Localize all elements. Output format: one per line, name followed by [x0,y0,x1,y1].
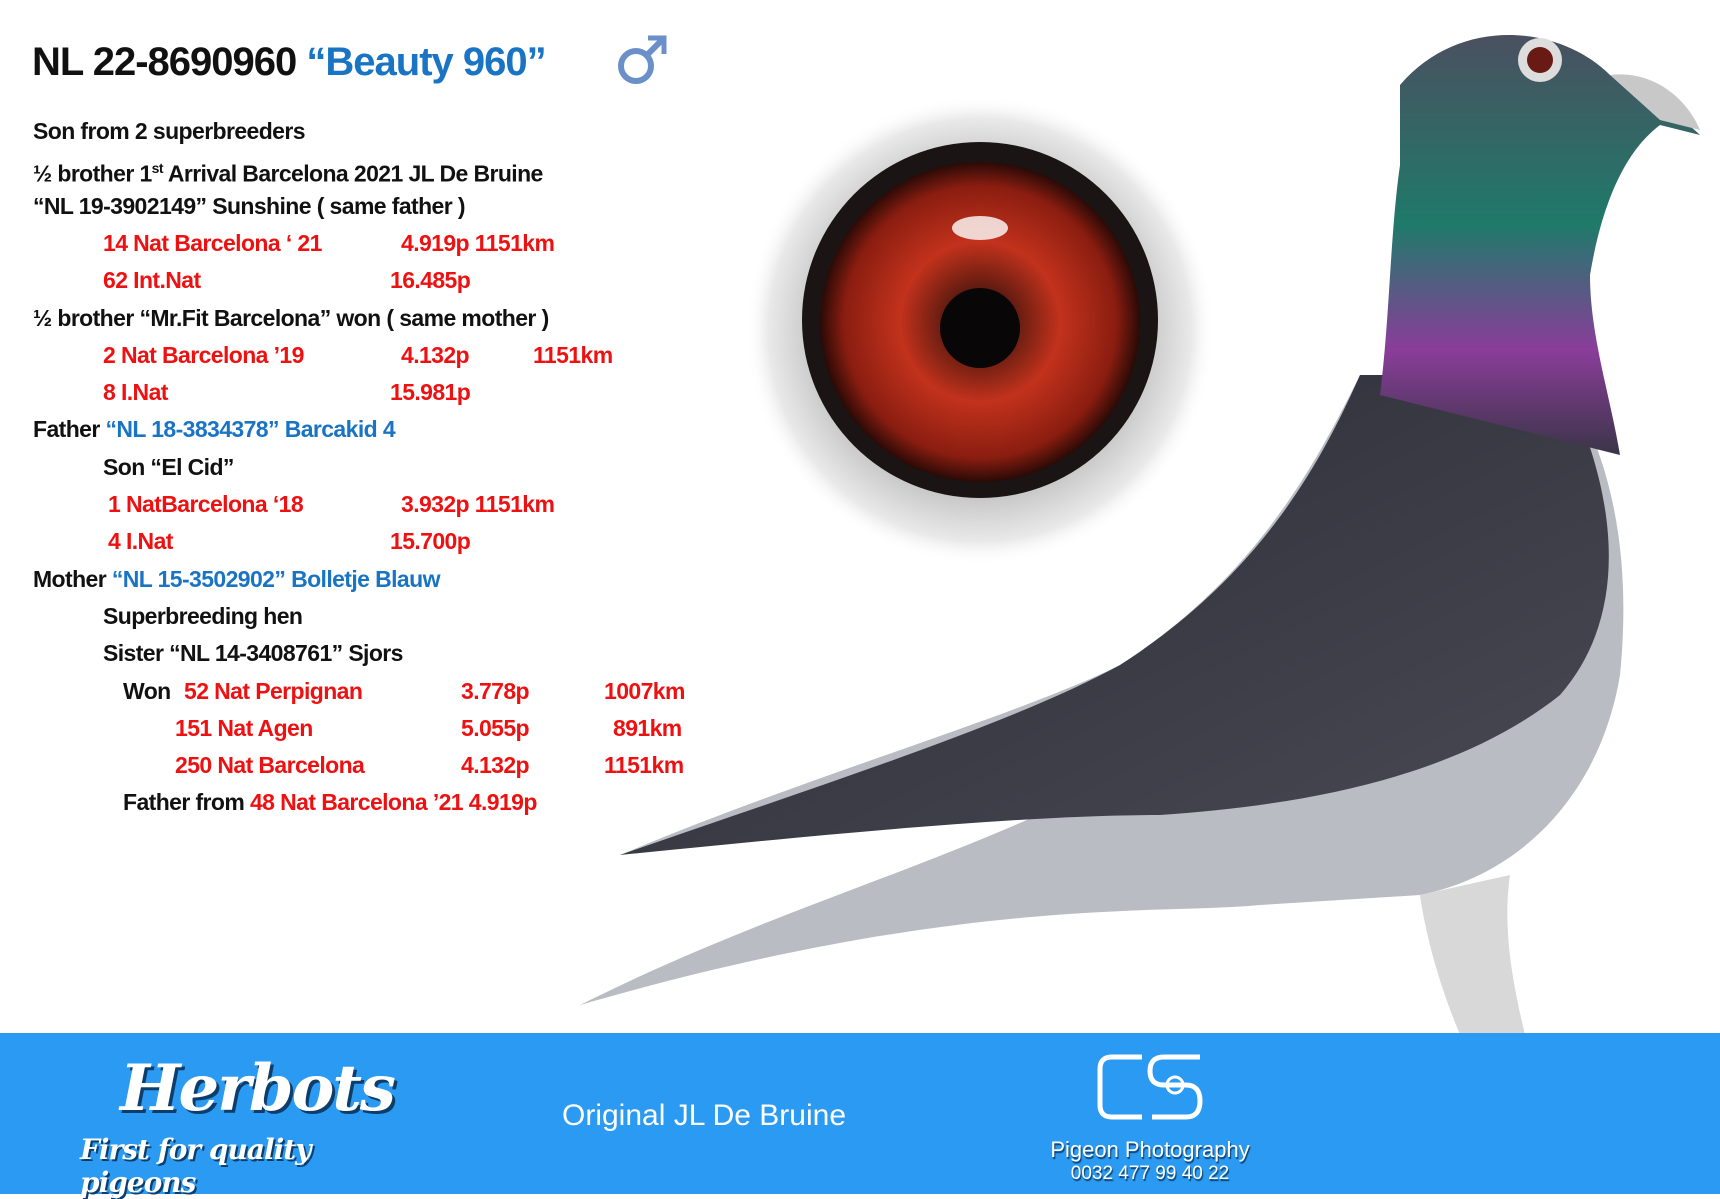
pedigree-line: Mother “NL 15-3502902” Bolletje Blauw [33,565,440,593]
pedigree-text-segment: 62 Int.Nat [103,267,201,294]
pedigree-text-segment: 2 Nat Barcelona ’19 [103,341,304,368]
pedigree-text-segment: Superbreeding hen [103,602,303,629]
pedigree-text-segment: Son “El Cid” [103,453,234,480]
pedigree-text-segment: 4.132p [401,341,470,368]
pedigree-text-segment: 250 Nat Barcelona [175,752,365,779]
footer-banner: Herbots First for quality pigeons Origin… [0,1033,1720,1199]
pedigree-text-segment: 4.919p 1151km [401,229,555,256]
ring-number: NL 22-8690960 [32,40,297,84]
pedigree-text-segment: 151 Nat Agen [175,714,313,741]
cs-logo-icon [1097,1054,1203,1120]
pedigree-text-segment: 1 NatBarcelona ‘18 [108,491,304,517]
pigeon-title: NL 22-8690960 “Beauty 960” [32,40,547,85]
pedigree-text-segment: “NL 18-3834378” Barcakid 4 [105,416,396,443]
pedigree-line: Father “NL 18-3834378” Barcakid 4 [33,415,396,443]
pedigree-line: ½ brother 1st Arrival Barcelona 2021 JL … [33,154,543,188]
pedigree-text-segment: 48 Nat Barcelona ’21 4.919p [249,789,537,816]
pedigree-text-segment: Father from [123,789,250,816]
pedigree-text-segment: “NL 15-3502902” Bolletje Blauw [111,565,441,592]
photographer-phone: 0032 477 99 40 22 [1070,1163,1230,1184]
pedigree-text-segment: Father [33,416,106,443]
pedigree-text-segment: 5.055p [461,714,530,741]
pedigree-text-segment: Arrival Barcelona 2021 JL De Bruine [162,160,543,187]
herbots-logo: Herbots First for quality pigeons [80,1051,420,1199]
pedigree-text-segment: 14 Nat Barcelona ‘ 21 [103,229,322,256]
pedigree-text-segment: 8 I.Nat [103,379,168,406]
pedigree-text-segment: st [151,160,164,177]
pedigree-text-segment: 15.700p [390,528,471,555]
pedigree-text-segment: 52 Nat Perpignan [184,677,363,704]
pedigree-text-segment: ½ brother “Mr.Fit Barcelona” won ( same … [33,304,549,331]
pedigree-text-segment: Son from 2 superbreeders [33,118,306,144]
pedigree-text-segment: Sister “NL 14-3408761” Sjors [103,640,403,667]
pedigree-text-segment: Mother [33,565,112,592]
brand-tagline: First for quality pigeons [80,1133,312,1199]
pigeon-photo [580,35,1700,1155]
pedigree-text-segment: Won [123,677,171,704]
pedigree-line: Father from 48 Nat Barcelona ’21 4.919p [123,788,537,816]
pedigree-text-segment: 4.132p [461,752,530,779]
pedigree-text-segment: 4 I.Nat [108,528,173,555]
pedigree-text-segment: 16.485p [390,267,471,294]
male-symbol-icon [618,35,667,84]
pedigree-text-segment: 1007km [604,677,685,704]
photographer-logo: Pigeon Photography 0032 477 99 40 22 [1030,1043,1270,1193]
pedigree-text-segment: 3.932p 1151km [401,491,555,517]
pedigree-text-segment: 1151km [604,752,684,779]
photographer-label: Pigeon Photography [1050,1137,1250,1162]
pigeon-name: “Beauty 960” [306,40,546,84]
origin-text: Original JL De Bruine [562,1099,847,1132]
brand-logo-text: Herbots [120,1051,396,1126]
pedigree-text-segment: 15.981p [390,379,471,406]
pedigree-text-segment: ½ brother 1 [33,160,152,187]
pedigree-text-segment: “NL 19-3902149” Sunshine ( same father ) [33,192,466,219]
pedigree-text-segment: 3.778p [461,677,530,704]
pedigree-text-segment: 1151km [533,341,613,368]
pedigree-text-segment: 891km [613,714,682,741]
eye-photo [745,95,1215,565]
